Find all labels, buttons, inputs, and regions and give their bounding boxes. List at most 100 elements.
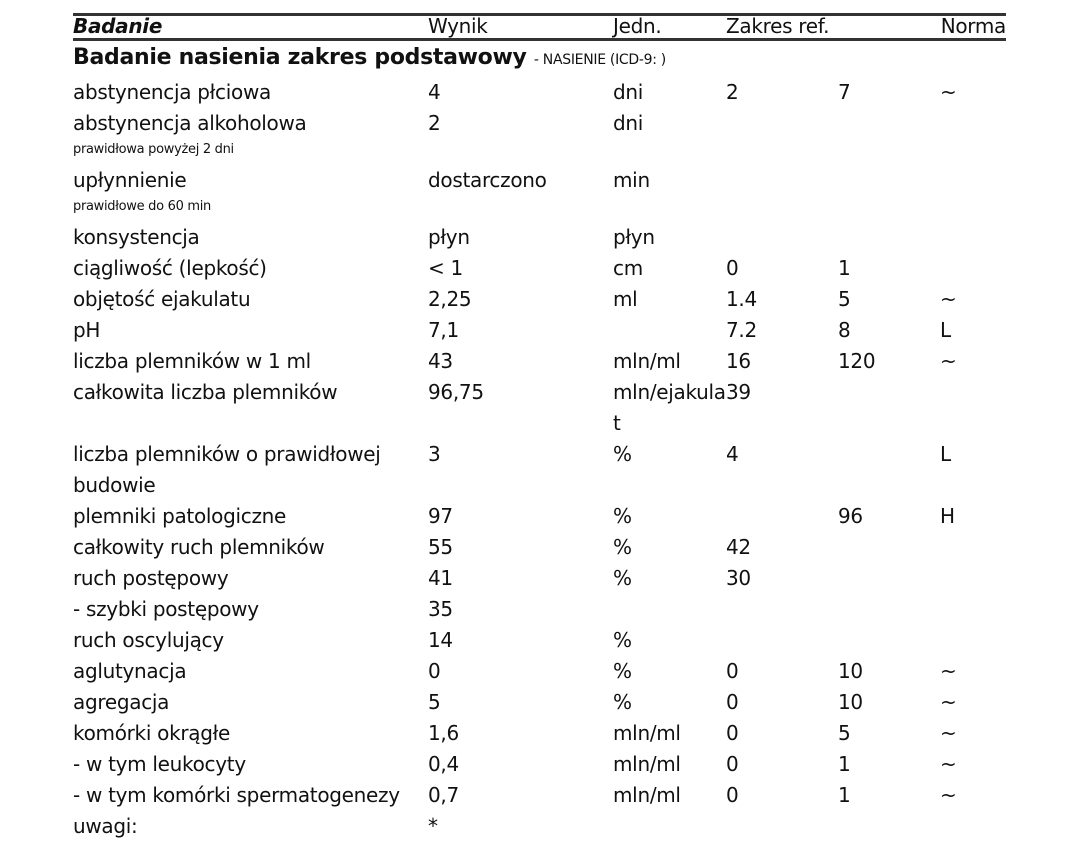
cell-wynik: 2	[428, 111, 441, 135]
cell-jedn: dni	[613, 80, 644, 104]
cell-max	[838, 625, 940, 656]
row-note-row: prawidłowa powyżej 2 dni	[73, 139, 1006, 165]
cell-jedn: mln/ml	[613, 783, 681, 807]
cell-min: 16	[726, 349, 751, 373]
cell-wynik: 5	[428, 690, 441, 714]
cell-name: abstynencja alkoholowa	[73, 111, 307, 135]
cell-norma: L	[940, 442, 951, 466]
cell-max: 1	[838, 783, 851, 807]
top-rule	[73, 13, 1006, 16]
cell-norma: ~	[940, 287, 957, 311]
cell-min: 4	[726, 442, 739, 466]
cell-norma	[940, 625, 1006, 656]
cell-max	[838, 108, 940, 139]
results-table: Badanie Wynik Jedn. Zakres ref. Norma Ba…	[73, 16, 1006, 842]
cell-norma	[940, 594, 1006, 625]
cell-max	[838, 222, 940, 253]
cell-min	[726, 501, 838, 532]
table-row: abstynencja alkoholowa 2 dni	[73, 108, 1006, 139]
cell-min: 42	[726, 535, 751, 559]
table-row: aglutynacja 0% 0 10 ~	[73, 656, 1006, 687]
cell-wynik: 0,7	[428, 783, 459, 807]
cell-min	[726, 222, 838, 253]
cell-norma: ~	[940, 690, 957, 714]
cell-name: ruch postępowy	[73, 566, 229, 590]
cell-max	[838, 532, 940, 563]
table-row: pH 7,1 7.2 8 L	[73, 315, 1006, 346]
cell-norma	[940, 563, 1006, 594]
cell-norma: ~	[940, 783, 957, 807]
cell-max: 5	[838, 721, 851, 745]
section-title: Badanie nasienia zakres podstawowy	[73, 45, 527, 70]
cell-wynik: 0	[428, 659, 441, 683]
cell-name: objętość ejakulatu	[73, 287, 251, 311]
cell-max: 10	[838, 690, 863, 714]
cell-wynik: 35	[428, 597, 453, 621]
cell-name: całkowity ruch plemników	[73, 535, 325, 559]
cell-wynik: < 1	[428, 256, 463, 280]
row-note: prawidłowa powyżej 2 dni	[73, 142, 234, 157]
table-row: - w tym komórki spermatogenezy 0,7 mln/ml 0…	[73, 780, 1006, 811]
cell-name: liczba plemników w 1 ml	[73, 349, 311, 373]
cell-wynik: 0,4	[428, 752, 459, 776]
cell-norma: ~	[940, 721, 957, 745]
cell-min: 0	[726, 721, 739, 745]
cell-name: agregacja	[73, 690, 170, 714]
cell-norma	[940, 377, 1006, 439]
table-row: plemniki patologiczne 97% 96 H	[73, 501, 1006, 532]
table-row: liczba plemników w 1 ml 43 mln/ml 16 120 ~	[73, 346, 1006, 377]
section-subtitle: - NASIENIE (ICD-9: )	[533, 52, 666, 68]
cell-norma: ~	[940, 752, 957, 776]
cell-jedn: min	[613, 168, 650, 192]
cell-max	[838, 439, 940, 501]
cell-jedn: %	[613, 628, 632, 652]
cell-min: 39	[726, 380, 751, 404]
cell-norma: H	[940, 504, 955, 528]
cell-max: 1	[838, 752, 851, 776]
cell-name: pH	[73, 318, 101, 342]
cell-name: upłynnienie	[73, 168, 187, 192]
cell-name: - szybki postępowy	[73, 597, 259, 621]
cell-min	[726, 811, 838, 842]
cell-name: ruch oscylujący	[73, 628, 224, 652]
cell-norma	[940, 811, 1006, 842]
cell-norma	[940, 108, 1006, 139]
table-row: konsystencja płyn płyn	[73, 222, 1006, 253]
cell-min: 0	[726, 783, 739, 807]
cell-norma	[940, 165, 1006, 196]
cell-max: 10	[838, 659, 863, 683]
cell-min: 0	[726, 659, 739, 683]
section-header: Badanie nasienia zakres podstawowy - NAS…	[73, 40, 1006, 78]
table-row: całkowita liczba plemników 96,75 mln/ejaku…	[73, 377, 1006, 439]
cell-jedn: %	[613, 566, 632, 590]
cell-name: komórki okrągłe	[73, 721, 231, 745]
cell-jedn: %	[613, 659, 632, 683]
table-row: upłynnienie dostarczono min	[73, 165, 1006, 196]
row-note: prawidłowe do 60 min	[73, 199, 211, 214]
table-row: ruch oscylujący 14%	[73, 625, 1006, 656]
table-row: agregacja 5% 0 10 ~	[73, 687, 1006, 718]
cell-max	[838, 811, 940, 842]
table-row: objętość ejakulatu 2,25 ml 1.4 5 ~	[73, 284, 1006, 315]
cell-wynik: dostarczono	[428, 168, 547, 192]
cell-jedn	[613, 315, 726, 346]
cell-min	[726, 165, 838, 196]
cell-max: 96	[838, 504, 863, 528]
cell-min: 30	[726, 566, 751, 590]
cell-wynik: 55	[428, 535, 453, 559]
cell-wynik: płyn	[428, 225, 470, 249]
cell-jedn: ml	[613, 287, 638, 311]
cell-min	[726, 594, 838, 625]
cell-min	[726, 625, 838, 656]
cell-norma	[940, 253, 1006, 284]
table-header: Badanie Wynik Jedn. Zakres ref. Norma	[73, 16, 1006, 40]
cell-wynik: 96,75	[428, 380, 484, 404]
table-row: - szybki postępowy 35	[73, 594, 1006, 625]
cell-name: - w tym komórki spermatogenezy	[73, 783, 400, 807]
table-row: komórki okrągłe 1,6 mln/ml 0 5 ~	[73, 718, 1006, 749]
cell-norma: ~	[940, 80, 957, 104]
cell-min: 0	[726, 256, 739, 280]
cell-min: 7.2	[726, 318, 757, 342]
cell-norma: L	[940, 318, 951, 342]
header-wynik: Wynik	[428, 14, 488, 38]
